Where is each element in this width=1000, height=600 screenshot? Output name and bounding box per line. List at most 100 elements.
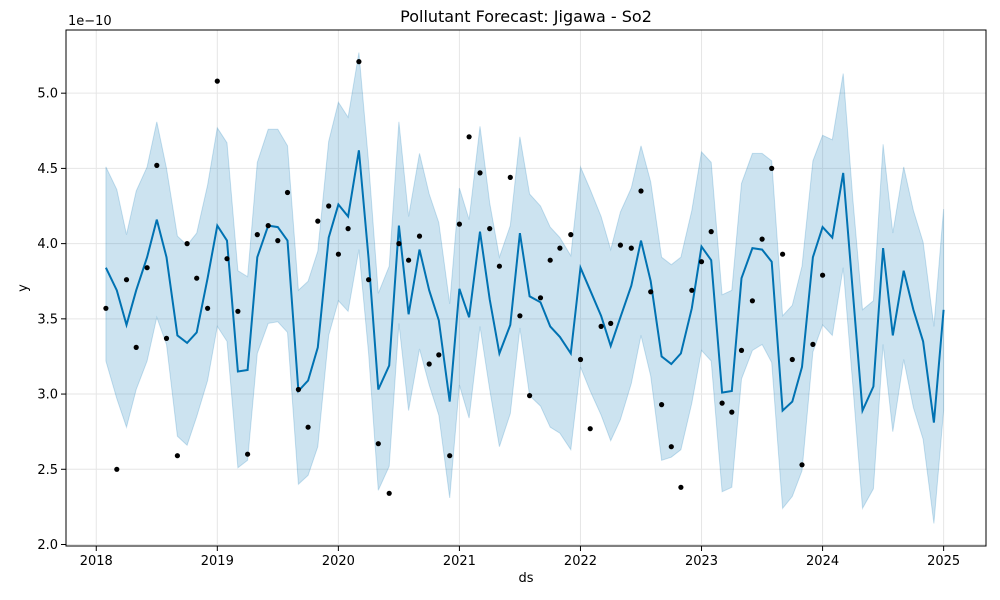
observed-point — [729, 409, 735, 415]
observed-point — [769, 165, 775, 171]
observed-point — [356, 59, 362, 65]
observed-point — [235, 308, 241, 314]
observed-point — [648, 289, 654, 295]
y-axis-multiplier: 1e−10 — [68, 14, 112, 29]
observed-points — [103, 59, 826, 496]
observed-point — [527, 393, 533, 399]
observed-point — [386, 490, 392, 496]
observed-point — [638, 188, 644, 194]
x-tick-label: 2022 — [564, 554, 597, 569]
observed-point — [577, 356, 584, 363]
observed-point — [295, 386, 301, 393]
observed-point — [416, 233, 423, 239]
observed-point — [617, 242, 624, 248]
observed-point — [174, 453, 180, 459]
observed-point — [689, 287, 695, 293]
observed-point — [205, 305, 211, 311]
observed-point — [194, 275, 200, 281]
observed-point — [789, 356, 795, 363]
observed-point — [366, 277, 372, 283]
plot-background — [66, 30, 986, 546]
x-axis-ticks: 2018 2019 2020 2021 2022 2023 2024 2025 — [80, 546, 960, 569]
x-tick-label: 2020 — [322, 554, 355, 569]
x-tick-label: 2021 — [443, 554, 476, 569]
y-tick-label: 2.5 — [37, 463, 58, 478]
observed-point — [305, 424, 311, 430]
observed-point — [659, 402, 665, 408]
observed-point — [456, 221, 462, 227]
observed-point — [103, 305, 109, 311]
observed-point — [568, 232, 574, 238]
y-tick-label: 3.0 — [37, 388, 58, 403]
observed-point — [780, 251, 786, 257]
chart-title: Pollutant Forecast: Jigawa - So2 — [400, 7, 652, 26]
observed-point — [738, 347, 745, 353]
observed-point — [719, 400, 725, 406]
observed-point — [668, 444, 674, 450]
observed-point — [406, 257, 412, 263]
observed-point — [335, 251, 341, 257]
y-axis-label: y — [16, 284, 31, 292]
observed-point — [436, 352, 442, 358]
y-tick-label: 2.0 — [37, 538, 58, 553]
observed-point — [537, 295, 544, 301]
observed-point — [224, 256, 230, 262]
observed-point — [708, 229, 714, 235]
observed-point — [284, 189, 291, 196]
observed-point — [214, 78, 220, 84]
observed-point — [698, 259, 705, 265]
observed-point — [810, 341, 816, 347]
plot-frame — [65, 29, 987, 547]
observed-point — [598, 323, 604, 329]
uncertainty-band — [105, 52, 945, 524]
observed-point — [507, 174, 513, 180]
y-tick-label: 3.5 — [37, 312, 58, 327]
observed-point — [426, 361, 432, 367]
observed-point — [133, 344, 139, 350]
x-tick-label: 2019 — [201, 554, 234, 569]
y-axis-ticks: 2.0 2.5 3.0 3.5 4.0 4.5 5.0 — [37, 87, 66, 553]
x-axis-label: ds — [518, 571, 533, 586]
observed-point — [628, 245, 634, 251]
observed-point — [184, 241, 190, 247]
observed-point — [114, 466, 120, 472]
observed-point — [678, 484, 684, 490]
x-tick-label: 2018 — [80, 554, 113, 569]
observed-point — [144, 265, 150, 271]
grid-lines — [66, 30, 986, 546]
observed-point — [123, 277, 130, 283]
observed-point — [487, 226, 493, 232]
y-tick-label: 5.0 — [37, 87, 58, 102]
observed-point — [275, 238, 281, 244]
observed-point — [749, 298, 756, 304]
observed-point — [265, 223, 271, 229]
observed-point — [254, 232, 260, 238]
y-tick-label: 4.5 — [37, 162, 58, 177]
observed-point — [326, 203, 332, 209]
observed-point — [608, 320, 614, 326]
observed-point — [759, 236, 765, 242]
observed-point — [557, 245, 563, 251]
observed-point — [496, 263, 502, 269]
observed-point — [466, 134, 472, 140]
observed-point — [820, 272, 826, 278]
observed-point — [799, 462, 805, 468]
observed-point — [547, 257, 553, 263]
observed-point — [396, 241, 402, 247]
observed-point — [447, 453, 453, 459]
forecast-line — [104, 150, 945, 423]
observed-point — [477, 170, 483, 176]
observed-point — [517, 313, 523, 319]
observed-point — [154, 162, 160, 168]
y-tick-label: 4.0 — [37, 237, 58, 252]
observed-point — [345, 226, 351, 232]
observed-point — [315, 218, 321, 224]
observed-point — [163, 335, 170, 341]
x-tick-label: 2025 — [927, 554, 960, 569]
x-tick-label: 2023 — [685, 554, 718, 569]
observed-point — [375, 441, 381, 447]
x-tick-label: 2024 — [806, 554, 839, 569]
observed-point — [245, 451, 251, 457]
